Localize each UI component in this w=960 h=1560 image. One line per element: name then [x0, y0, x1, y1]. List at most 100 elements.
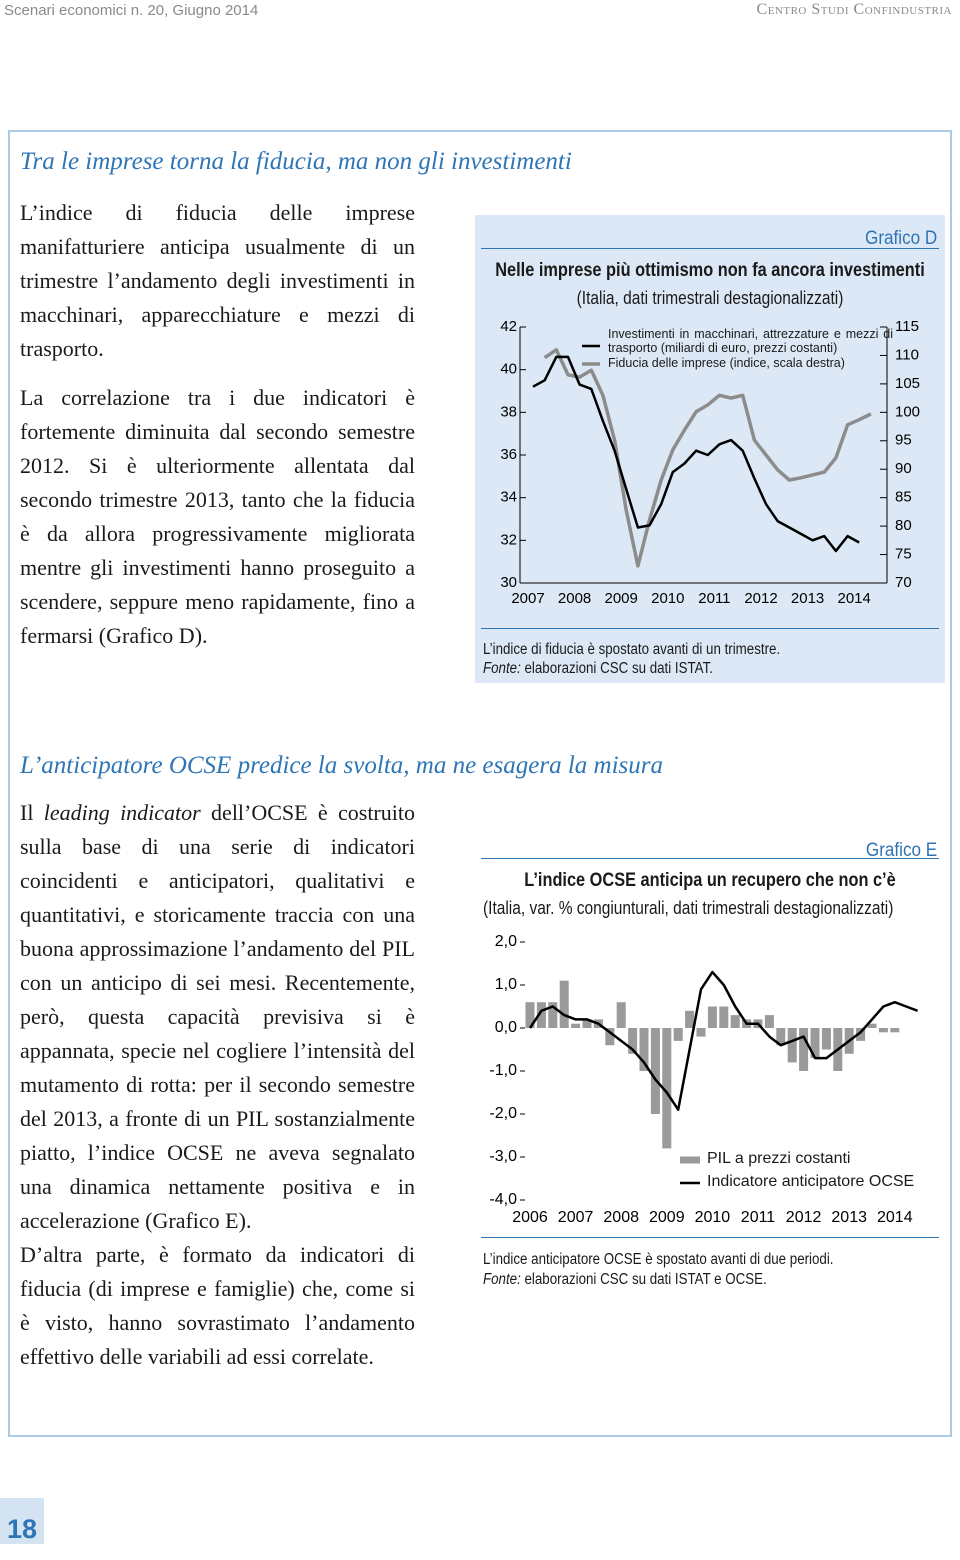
- chart-subtitle: (Italia, dati trimestrali destagionalizz…: [576, 288, 844, 308]
- y-tick-label: -3,0: [489, 1148, 517, 1165]
- y2-tick-label: 80: [895, 517, 912, 534]
- y-tick-label: 2,0: [495, 933, 517, 950]
- chart-box: Grafico E L’indice OCSE anticipa un recu…: [475, 825, 945, 1290]
- bar: [856, 1028, 866, 1041]
- x-tick-label: 2010: [651, 590, 684, 607]
- series-line: [532, 355, 860, 553]
- box: [8, 130, 952, 1437]
- chart-box: Grafico D Nelle imprese più ottimismo no…: [475, 215, 945, 683]
- chart: -4,0 -3,0 -2,0 -1,0 0,0 1,0 2,0 2006 2007 2008 200…: [489, 933, 919, 1226]
- bar: [582, 1019, 592, 1028]
- bar: [730, 1015, 740, 1028]
- paragraph: D’altra parte, è formato da indicatori d…: [20, 1238, 945, 1374]
- y-tick-label: -1,0: [489, 1062, 517, 1079]
- series-line: [543, 348, 872, 568]
- bar: [525, 1002, 535, 1028]
- x-tick-label: 2006: [512, 1209, 548, 1226]
- source-label: Fonte:: [483, 660, 521, 677]
- bar: [559, 980, 569, 1028]
- paragraph: La correlazione tra i due indicatori è f…: [20, 381, 945, 653]
- x-tick-label: 2007: [511, 590, 544, 607]
- source-text: elaborazioni CSC su dati ISTAT.: [524, 660, 713, 677]
- y-tick-label: 36: [500, 446, 517, 463]
- rule: [481, 858, 939, 859]
- y-tick-label: 30: [500, 574, 517, 591]
- header-right: Centro Studi Confindustria: [756, 1, 952, 18]
- legend-label: Investimenti in macchinari, attrezzature…: [608, 327, 893, 355]
- bar: [719, 1006, 729, 1028]
- source-label: Fonte:: [483, 1271, 521, 1288]
- bar: [821, 1028, 831, 1050]
- chart-label: Grafico E: [865, 840, 937, 861]
- section-text: Grafico E L’indice OCSE anticipa un recu…: [20, 796, 945, 1374]
- x-tick-label: 2011: [698, 590, 730, 607]
- rule: [481, 248, 939, 249]
- chart-subtitle: (Italia, var. % congiunturali, dati trim…: [483, 898, 894, 918]
- y2-tick-label: 90: [895, 460, 912, 477]
- series-line: [528, 970, 919, 1111]
- x-tick-label: 2010: [695, 1209, 731, 1226]
- chart-title: L’indice OCSE anticipa un recupero che n…: [524, 870, 896, 891]
- x-tick-label: 2008: [603, 1209, 639, 1226]
- y-tick-label: 42: [500, 318, 517, 335]
- bar: [799, 1028, 809, 1071]
- bar: [605, 1028, 615, 1046]
- y-tick-label: 40: [500, 361, 517, 378]
- bar: [696, 1028, 706, 1037]
- x-tick-label: 2014: [877, 1209, 913, 1226]
- y-tick-label: 34: [500, 489, 517, 506]
- bar: [810, 1028, 820, 1059]
- y2-tick-label: 75: [895, 546, 912, 563]
- bar: [639, 1028, 649, 1071]
- bar: [616, 1002, 626, 1028]
- bar: [673, 1028, 683, 1041]
- chart-note: L’indice anticipatore OCSE è spostato av…: [483, 1251, 834, 1268]
- rule: [481, 1237, 939, 1238]
- legend-label: Fiducia delle imprese (indice, scala des…: [608, 356, 845, 370]
- chart-note: L’indice di fiducia è spostato avanti di…: [483, 641, 781, 658]
- y-tick-label: 1,0: [495, 976, 517, 993]
- paragraph: L’indice di fiducia delle imprese manifa…: [20, 196, 945, 366]
- chart: 30 32 34 36 38 40 42 70 75 80 85 90 95 100 105 110 115 20…: [500, 318, 920, 607]
- bar: [548, 1002, 558, 1028]
- x-tick-label: 2014: [838, 590, 871, 607]
- x-tick-label: 2008: [558, 590, 591, 607]
- section-text: Grafico D Nelle imprese più ottimismo no…: [20, 196, 945, 683]
- bar: [776, 1028, 786, 1046]
- y-tick-label: -4,0: [489, 1191, 517, 1208]
- bar: [571, 1023, 581, 1028]
- legend-label: Indicatore anticipatore OCSE: [707, 1173, 915, 1190]
- x-tick-label: 2013: [831, 1209, 867, 1226]
- bar: [650, 1028, 660, 1114]
- text-run: dell’OCSE è costruito sulla base di una …: [20, 800, 415, 1233]
- chart-title: Nelle imprese più ottimismo non fa ancor…: [495, 260, 925, 281]
- x-tick-label: 2009: [649, 1209, 685, 1226]
- section-title: L’anticipatore OCSE predice la svolta, m…: [20, 752, 663, 779]
- y2-tick-label: 100: [895, 403, 920, 420]
- paragraph: Il leading indicator dell’OCSE è costrui…: [20, 796, 945, 1238]
- bar: [628, 1028, 638, 1054]
- section-title: Tra le imprese torna la fiducia, ma non …: [20, 148, 572, 175]
- chart-source: Fonte: elaborazioni CSC su dati ISTAT e …: [483, 1263, 767, 1297]
- text-run: La correlazione tra i due indicatori è f…: [20, 385, 415, 648]
- bar: [662, 1028, 672, 1149]
- y2-tick-label: 110: [895, 346, 919, 363]
- y2-tick-label: 70: [895, 574, 912, 591]
- source-text: elaborazioni CSC su dati ISTAT e OCSE.: [524, 1271, 767, 1288]
- y-tick-label: 38: [500, 403, 517, 420]
- y2-tick-label: 105: [895, 375, 920, 392]
- x-tick-label: 2011: [741, 1209, 776, 1226]
- text-run: Il: [20, 800, 44, 825]
- bar: [878, 1028, 888, 1033]
- x-tick-label: 2007: [558, 1209, 594, 1226]
- legend-label: PIL a prezzi costanti: [707, 1150, 851, 1167]
- header-left: Scenari economici n. 20, Giugno 2014: [4, 2, 259, 19]
- chart-source: Fonte: elaborazioni CSC su dati ISTAT.: [483, 652, 713, 686]
- bar: [867, 1023, 877, 1028]
- page-number: 18: [0, 1498, 44, 1544]
- text-run: L’indice di fiducia delle imprese manifa…: [20, 200, 415, 361]
- y-tick-label: 32: [500, 531, 517, 548]
- x-tick-label: 2009: [605, 590, 638, 607]
- x-tick-label: 2012: [786, 1209, 822, 1226]
